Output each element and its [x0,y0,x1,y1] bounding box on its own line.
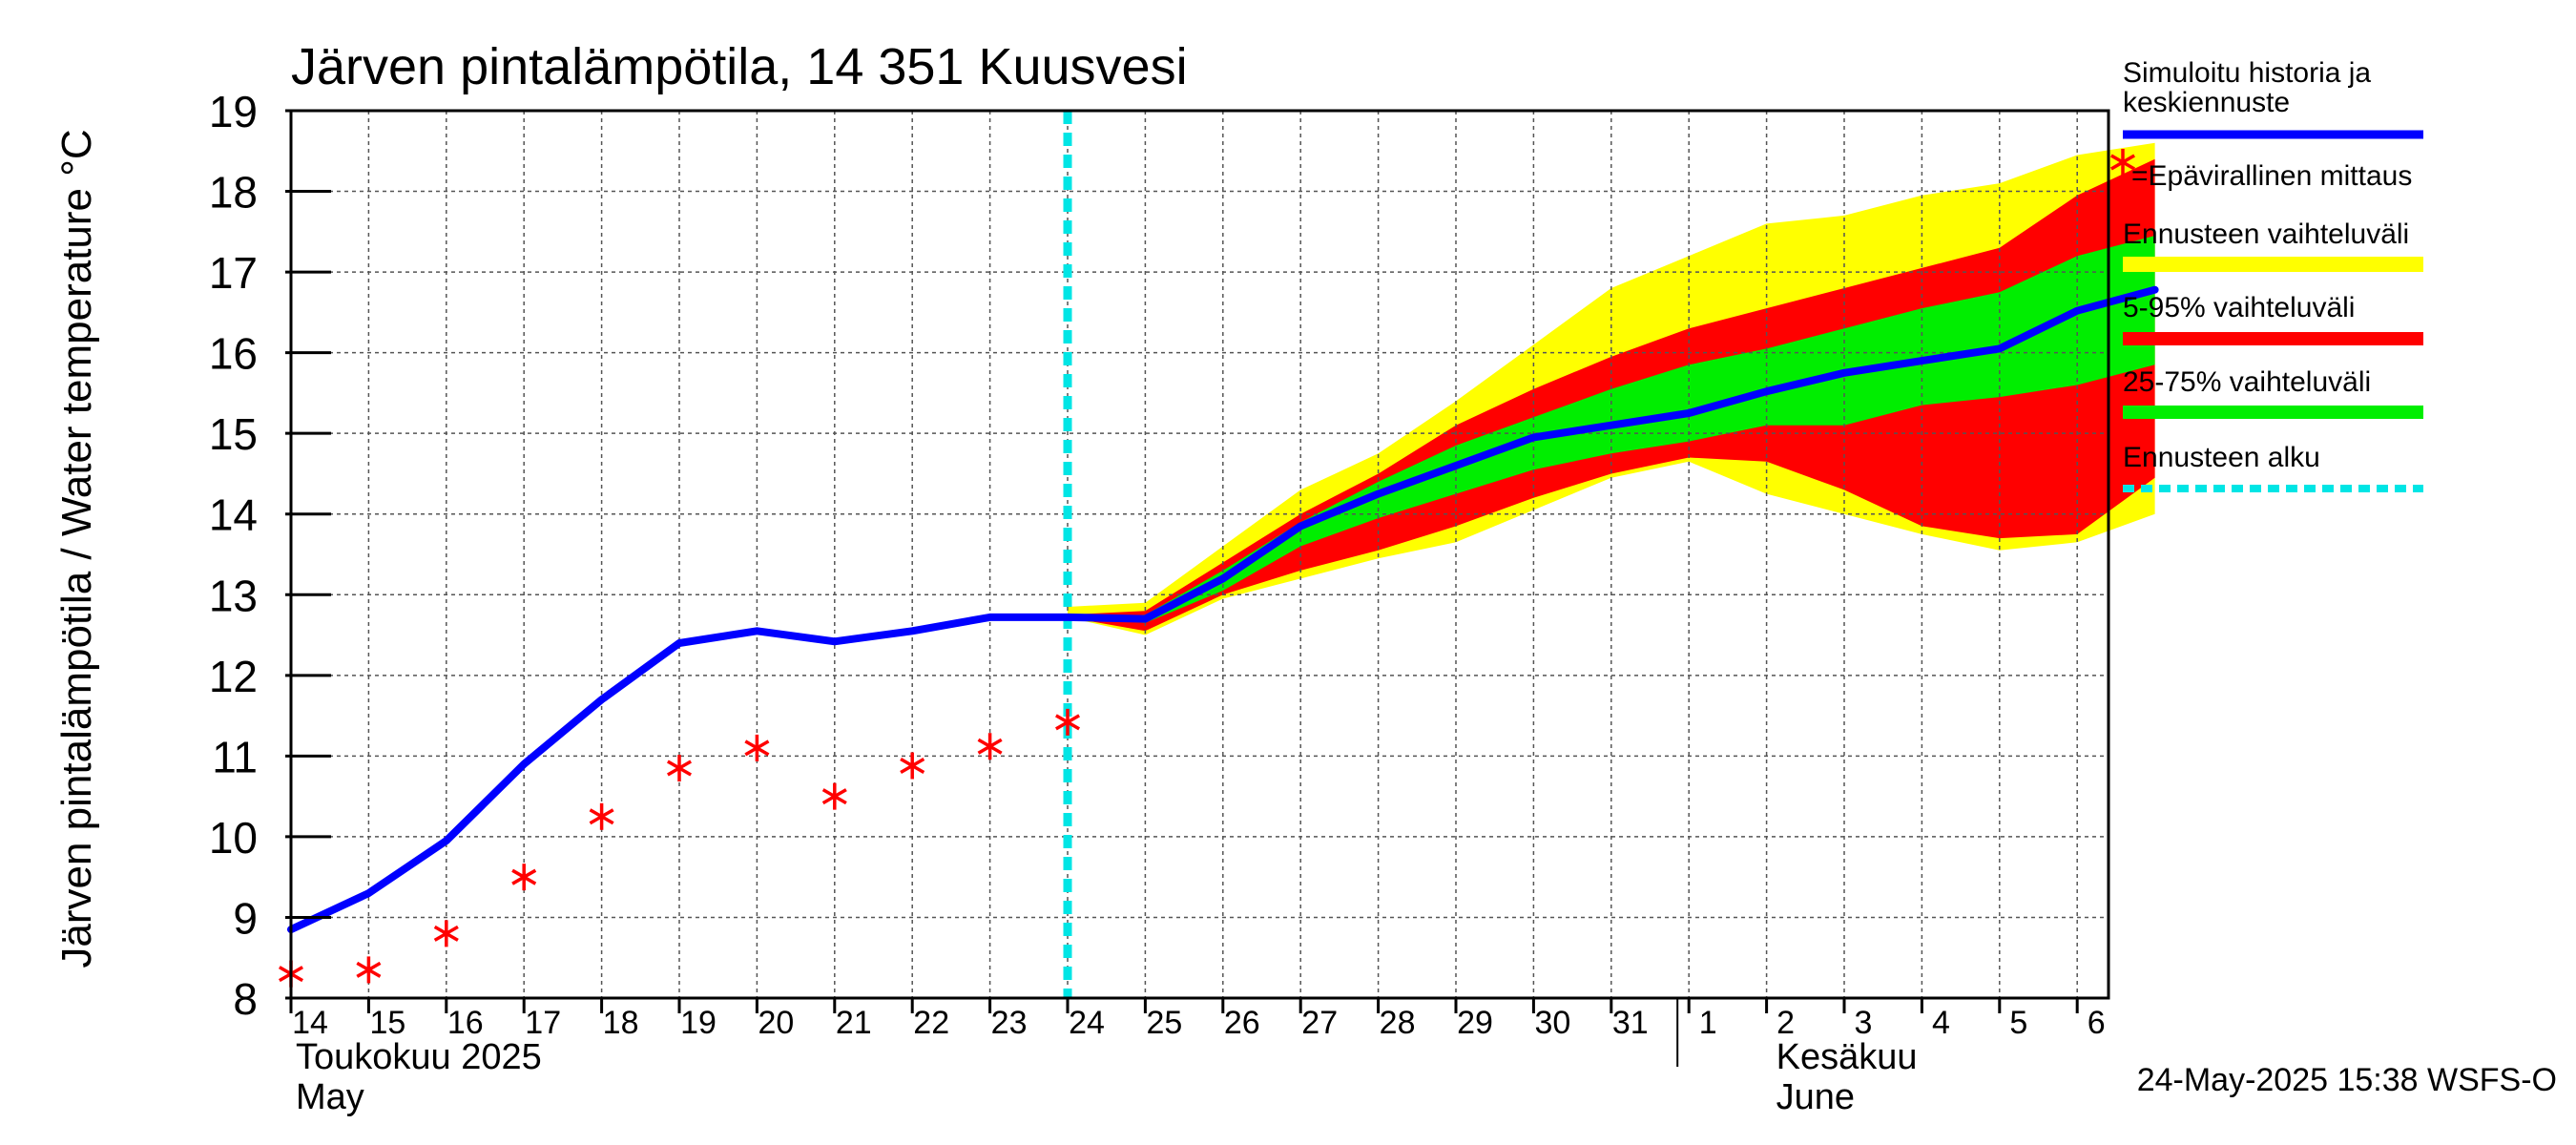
observation-point [744,734,770,761]
x-tick-label: 2 [1776,1005,1795,1041]
legend-label: keskiennuste [2123,87,2290,118]
x-tick-label: 14 [292,1005,328,1041]
y-tick-label: 11 [212,732,258,781]
legend-label: 5-95% vaihteluväli [2123,292,2355,323]
chart-title: Järven pintalämpötila, 14 351 Kuusvesi [291,38,1188,95]
legend-label: 25-75% vaihteluväli [2123,366,2371,398]
x-tick-label: 30 [1534,1005,1570,1041]
y-tick-label: 16 [209,329,258,379]
asterisk-stroke [589,808,614,825]
y-tick-label: 19 [209,87,258,136]
timestamp-label: 24-May-2025 15:38 WSFS-O [2137,1062,2557,1098]
x-tick-label: 5 [2009,1005,2027,1041]
asterisk-stroke [511,868,537,885]
asterisk-stroke [667,760,692,777]
x-tick-label: 15 [369,1005,405,1041]
band-3 [1068,236,2155,623]
x-tick-label: 23 [991,1005,1028,1041]
legend-swatch-observation [2110,149,2135,176]
x-tick-label: 6 [2088,1005,2106,1041]
x-tick-label: 20 [758,1005,794,1041]
x-tick-label: 27 [1301,1005,1338,1041]
x-tick-label: 25 [1146,1005,1182,1041]
x-tick-label: 22 [913,1005,949,1041]
series-line-simulated [287,285,2159,934]
x-tick-label: 31 [1612,1005,1649,1041]
month-label-en: June [1776,1077,1855,1117]
asterisk-stroke [821,788,847,805]
observation-point [356,956,382,984]
x-tick-label: 21 [836,1005,872,1041]
observation-point [667,755,692,782]
asterisk-stroke [2110,154,2135,171]
y-tick-label: 12 [209,652,258,701]
x-tick-label: 28 [1380,1005,1416,1041]
legend-label: Simuloitu historia ja [2123,57,2371,89]
legend-label: Ennusteen vaihteluväli [2123,219,2409,250]
x-tick-label: 19 [680,1005,717,1041]
x-tick-label: 17 [525,1005,561,1041]
x-tick-label: 26 [1224,1005,1260,1041]
asterisk-stroke [977,738,1003,755]
x-tick-label: 16 [447,1005,484,1041]
y-tick-label: 8 [233,974,258,1024]
legend-label: =Epävirallinen mittaus [2131,160,2412,192]
y-tick-label: 9 [233,893,258,943]
y-tick-label: 14 [209,490,258,540]
asterisk-stroke [1055,714,1080,731]
asterisk-stroke [356,961,382,978]
asterisk-stroke [900,757,925,775]
legend-label: Ennusteen alku [2123,442,2320,473]
month-label-en: May [296,1077,364,1117]
observation-point [511,864,537,891]
y-tick-label: 17 [209,248,258,298]
x-tick-label: 29 [1457,1005,1493,1041]
y-tick-label: 13 [209,571,258,620]
observation-point [821,782,847,810]
asterisk-stroke [433,925,459,942]
x-tick-label: 24 [1069,1005,1105,1041]
y-tick-label: 15 [209,409,258,459]
y-tick-label: 10 [209,813,258,863]
observation-point [589,802,614,830]
observation-point [1055,708,1080,736]
asterisk-stroke [744,739,770,757]
month-label-fi: Kesäkuu [1776,1037,1918,1077]
x-tick-label: 4 [1932,1005,1950,1041]
x-tick-label: 1 [1699,1005,1717,1041]
month-label-fi: Toukokuu 2025 [296,1037,542,1077]
y-tick-label: 18 [209,168,258,218]
plot-frame [289,109,2110,1000]
observation-point [433,920,459,947]
y-axis-title: Järven pintalämpötila / Water temperatur… [53,129,100,968]
observation-point [900,752,925,780]
x-tick-label: 3 [1855,1005,1873,1041]
observation-point [977,733,1003,760]
x-tick-label: 18 [603,1005,639,1041]
